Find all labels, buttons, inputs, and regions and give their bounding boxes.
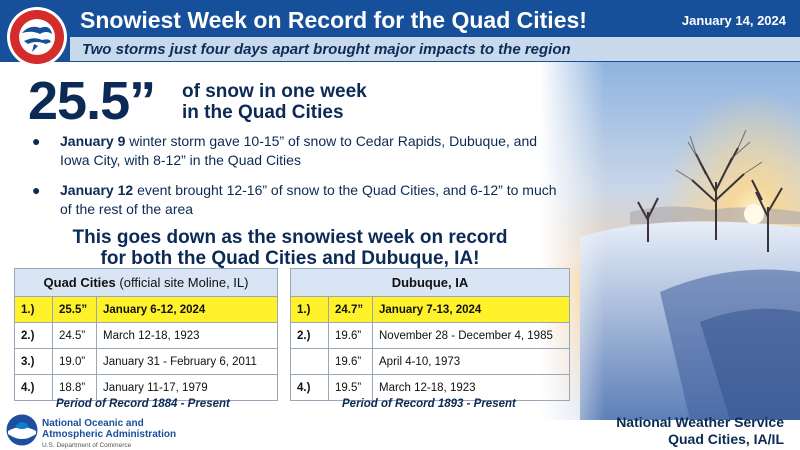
rank-cell: 2.) <box>14 322 53 349</box>
noaa-name-line2: Atmospheric Administration <box>42 429 177 440</box>
table-row: 2.) 19.6” November 28 - December 4, 1985 <box>290 322 570 349</box>
bullet-dot-icon: ● <box>32 133 41 149</box>
table-title: Quad Cities (official site Moline, IL) <box>14 268 278 297</box>
page-date: January 14, 2024 <box>681 13 786 28</box>
record-highlight-line1: This goes down as the snowiest week on r… <box>72 227 508 248</box>
bullet-date: January 9 <box>60 133 126 149</box>
amount-cell: 24.5” <box>52 322 97 349</box>
table-row: 2.) 24.5” March 12-18, 1923 <box>14 322 278 349</box>
noaa-text: National Oceanic and Atmospheric Adminis… <box>42 418 176 450</box>
bullet-item: ● January 12 event brought 12-16” of sno… <box>32 181 562 219</box>
dates-cell: April 4-10, 1973 <box>372 348 570 375</box>
table-title-note: (official site Moline, IL) <box>119 275 249 290</box>
quad-cities-table: Quad Cities (official site Moline, IL) 1… <box>14 268 278 401</box>
amount-cell: 24.7” <box>328 296 373 323</box>
record-highlight: This goes down as the snowiest week on r… <box>40 227 540 269</box>
noaa-logo <box>6 414 38 446</box>
table-header-row: Dubuque, IA <box>290 268 570 297</box>
dates-cell: March 12-18, 1923 <box>96 322 278 349</box>
dates-cell: January 31 - February 6, 2011 <box>96 348 278 375</box>
snow-total-caption-line2: in the Quad Cities <box>182 102 344 123</box>
amount-cell: 19.6” <box>328 322 373 349</box>
bullet-item: ● January 9 winter storm gave 10-15” of … <box>32 132 562 170</box>
dates-cell: January 7-13, 2024 <box>372 296 570 323</box>
nws-office-line1: National Weather Service <box>616 414 784 430</box>
page-title: Snowiest Week on Record for the Quad Cit… <box>80 7 587 33</box>
rank-cell: 1.) <box>290 296 329 323</box>
table-row: 4.) 18.8” January 11-17, 1979 <box>14 374 278 401</box>
dubuque-table: Dubuque, IA 1.) 24.7” January 7-13, 2024… <box>290 268 570 401</box>
rank-cell <box>290 348 329 375</box>
record-highlight-line2: for both the Quad Cities and Dubuque, IA… <box>100 248 480 269</box>
rank-cell: 3.) <box>14 348 53 375</box>
rank-cell: 1.) <box>14 296 53 323</box>
amount-cell: 19.5” <box>328 374 373 401</box>
page-subtitle: Two storms just four days apart brought … <box>82 41 571 58</box>
noaa-name-line1: National Oceanic and <box>42 418 144 429</box>
table-title-name: Quad Cities <box>43 275 116 290</box>
rank-cell: 2.) <box>290 322 329 349</box>
bullet-date: January 12 <box>60 182 134 198</box>
table-row: 4.) 19.5” March 12-18, 1923 <box>290 374 570 401</box>
dates-cell: January 11-17, 1979 <box>96 374 278 401</box>
table-row: 1.) 25.5” January 6-12, 2024 <box>14 296 278 323</box>
amount-cell: 19.0” <box>52 348 97 375</box>
snow-landscape-photo <box>540 62 800 420</box>
nws-office-line2: Quad Cities, IA/IL <box>668 431 784 447</box>
table-title: Dubuque, IA <box>290 268 570 297</box>
bullet-dot-icon: ● <box>32 182 41 198</box>
nws-logo <box>6 6 68 68</box>
table-row: 3.) 19.0” January 31 - February 6, 2011 <box>14 348 278 375</box>
rank-cell: 4.) <box>290 374 329 401</box>
rank-cell: 4.) <box>14 374 53 401</box>
snow-total-caption-line1: of snow in one week <box>182 81 367 102</box>
footer-bar <box>0 420 800 450</box>
snow-total-caption: of snow in one week in the Quad Cities <box>182 81 422 123</box>
amount-cell: 25.5” <box>52 296 97 323</box>
amount-cell: 18.8” <box>52 374 97 401</box>
amount-cell: 19.6” <box>328 348 373 375</box>
bullet-text: event brought 12-16” of snow to the Quad… <box>60 182 557 217</box>
period-of-record-dbq: Period of Record 1893 - Present <box>342 398 516 410</box>
bullet-text: winter storm gave 10-15” of snow to Ceda… <box>60 133 538 168</box>
nws-office: National Weather Service Quad Cities, IA… <box>616 414 784 448</box>
dates-cell: November 28 - December 4, 1985 <box>372 322 570 349</box>
period-of-record-qc: Period of Record 1884 - Present <box>56 398 230 410</box>
dates-cell: January 6-12, 2024 <box>96 296 278 323</box>
subtitle-bar <box>70 37 800 61</box>
table-row: 19.6” April 4-10, 1973 <box>290 348 570 375</box>
noaa-department: U.S. Department of Commerce <box>42 442 132 449</box>
dates-cell: March 12-18, 1923 <box>372 374 570 401</box>
table-row: 1.) 24.7” January 7-13, 2024 <box>290 296 570 323</box>
snow-total-value: 25.5” <box>28 71 156 131</box>
table-header-row: Quad Cities (official site Moline, IL) <box>14 268 278 297</box>
